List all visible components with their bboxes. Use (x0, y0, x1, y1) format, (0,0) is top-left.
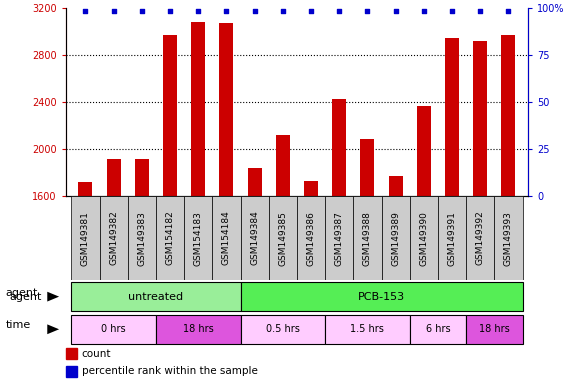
Bar (438, 196, 466, 280)
Point (419, 8, 428, 14)
Text: PCB-153: PCB-153 (358, 291, 405, 302)
Bar (71, 282, 240, 311)
Point (137, 8, 146, 14)
Bar (381, 196, 410, 280)
Text: 0.5 hrs: 0.5 hrs (266, 324, 300, 334)
Bar (325, 196, 353, 280)
Bar (417, 106, 431, 384)
Bar (501, 35, 516, 384)
Bar (297, 196, 325, 280)
Bar (191, 22, 205, 384)
Point (109, 8, 118, 14)
Point (335, 8, 344, 14)
Text: GSM149381: GSM149381 (81, 211, 90, 265)
Bar (473, 41, 487, 384)
Text: count: count (82, 349, 111, 359)
Text: GSM149393: GSM149393 (504, 211, 513, 265)
Bar (219, 23, 234, 384)
Bar (240, 314, 325, 344)
Text: 18 hrs: 18 hrs (183, 324, 214, 334)
Point (448, 8, 457, 14)
Polygon shape (47, 324, 59, 334)
Point (250, 8, 259, 14)
Text: 6 hrs: 6 hrs (425, 324, 451, 334)
Text: time: time (5, 320, 30, 330)
Text: GSM149387: GSM149387 (335, 211, 344, 265)
Bar (156, 314, 240, 344)
Bar (276, 135, 290, 384)
Text: agent: agent (10, 291, 42, 302)
Bar (163, 35, 177, 384)
Text: 18 hrs: 18 hrs (479, 324, 510, 334)
Bar (212, 196, 240, 280)
Bar (332, 99, 346, 384)
Text: GSM154182: GSM154182 (166, 211, 175, 265)
Bar (66, 366, 77, 377)
Bar (240, 282, 522, 311)
Text: GSM149390: GSM149390 (419, 211, 428, 265)
Point (194, 8, 203, 14)
Point (81, 8, 90, 14)
Bar (248, 168, 262, 384)
Bar (156, 196, 184, 280)
Polygon shape (47, 292, 59, 301)
Bar (71, 196, 99, 280)
Text: GSM149382: GSM149382 (109, 211, 118, 265)
Bar (304, 180, 318, 384)
Bar (353, 196, 381, 280)
Text: 1.5 hrs: 1.5 hrs (351, 324, 384, 334)
Point (363, 8, 372, 14)
Point (222, 8, 231, 14)
Bar (240, 196, 269, 280)
Bar (410, 314, 466, 344)
Text: GSM149383: GSM149383 (137, 211, 146, 265)
Bar (99, 196, 128, 280)
Text: GSM149388: GSM149388 (363, 211, 372, 265)
Point (391, 8, 400, 14)
Text: GSM149389: GSM149389 (391, 211, 400, 265)
Text: GSM149385: GSM149385 (278, 211, 287, 265)
Point (278, 8, 287, 14)
Bar (360, 139, 375, 384)
Text: agent: agent (5, 288, 38, 298)
Bar (466, 196, 494, 280)
Bar (445, 38, 459, 384)
Bar (410, 196, 438, 280)
Text: GSM149392: GSM149392 (476, 211, 485, 265)
Bar (107, 159, 120, 384)
Bar (184, 196, 212, 280)
Text: percentile rank within the sample: percentile rank within the sample (82, 366, 258, 376)
Text: GSM149386: GSM149386 (307, 211, 316, 265)
Text: GSM149384: GSM149384 (250, 211, 259, 265)
Bar (78, 182, 93, 384)
Bar (466, 314, 522, 344)
Point (504, 8, 513, 14)
Text: GSM154184: GSM154184 (222, 211, 231, 265)
Bar (494, 196, 522, 280)
Text: 0 hrs: 0 hrs (101, 324, 126, 334)
Bar (389, 176, 403, 384)
Bar (135, 159, 149, 384)
Point (476, 8, 485, 14)
Text: untreated: untreated (128, 291, 183, 302)
Bar (66, 348, 77, 359)
Bar (71, 314, 156, 344)
Bar (325, 314, 410, 344)
Bar (128, 196, 156, 280)
Point (166, 8, 175, 14)
Point (307, 8, 316, 14)
Bar (269, 196, 297, 280)
Text: GSM149391: GSM149391 (448, 211, 457, 265)
Text: GSM154183: GSM154183 (194, 211, 203, 265)
